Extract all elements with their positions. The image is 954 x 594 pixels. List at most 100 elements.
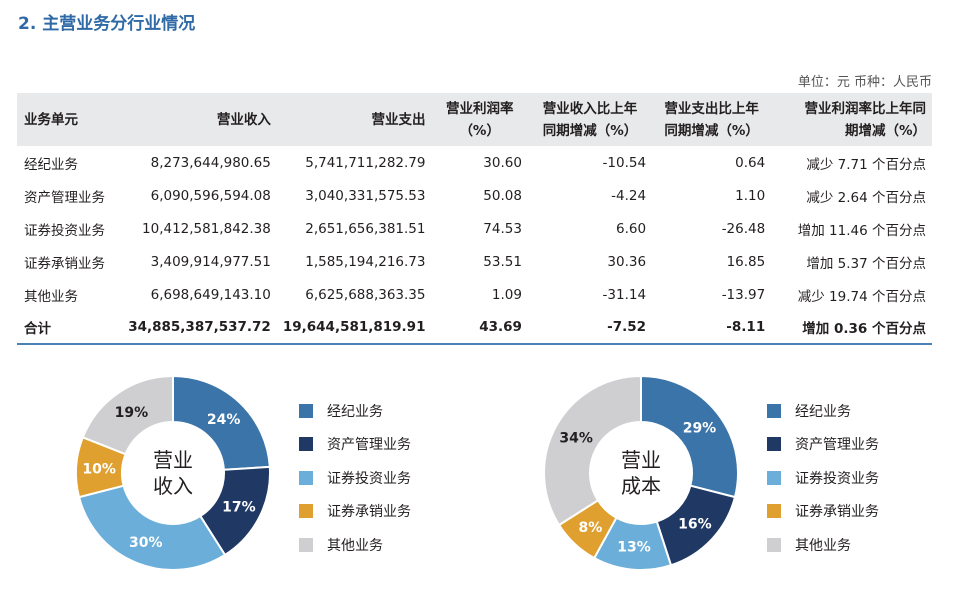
legend-label: 证券承销业务 [327, 504, 411, 521]
cell-revenue-yoy: -31.14 [602, 286, 647, 303]
cell-revenue-yoy: -10.54 [602, 154, 647, 171]
slice-5 [543, 374, 642, 527]
center-label: 营业 [621, 448, 661, 472]
cell-business-unit: 证券承销业务 [24, 255, 105, 272]
legend-item: 证券投资业务 [299, 461, 411, 495]
slice-label: 30% [129, 535, 163, 551]
cell-expense-yoy: -8.11 [652, 311, 772, 345]
header-revenue: 营业收入 [216, 111, 271, 128]
slice-label: 29% [683, 421, 717, 437]
legend-swatch [767, 470, 781, 485]
slice-label: 16% [678, 517, 712, 533]
legend-item: 证券承销业务 [767, 495, 879, 529]
slice-label: 17% [222, 500, 256, 516]
cell-expense-yoy: 16.85 [726, 253, 766, 270]
cell-expense: 19,644,581,819.91 [276, 311, 432, 345]
slice-label: 19% [115, 405, 149, 421]
table-header-row: 业务单元 营业收入 营业支出 营业利润率 （%） 营业收入比上年 同期增减（%） 营业支出比上… [17, 93, 932, 146]
legend-swatch [299, 437, 313, 452]
section-title: 2. 主营业务分行业情况 [18, 14, 196, 34]
slice-3 [77, 484, 227, 571]
cell-expense-yoy: 0.64 [735, 154, 766, 171]
cell-expense: 5,741,711,282.79 [305, 154, 426, 171]
legend-item: 其他业务 [767, 528, 879, 562]
cell-revenue: 34,885,387,537.72 [121, 311, 277, 345]
cell-margin-yoy: 增加 5.37 个百分点 [806, 255, 926, 272]
cell-expense: 3,040,331,575.53 [305, 187, 426, 204]
cell-expense-yoy: 1.10 [735, 187, 766, 204]
legend-item: 其他业务 [299, 528, 411, 562]
cell-margin-yoy: 减少 2.64 个百分点 [806, 189, 926, 206]
header-expense-yoy: 营业支出比上年 同期增减（%） [664, 100, 759, 139]
cell-profit-margin: 50.08 [483, 187, 522, 204]
legend-item: 经纪业务 [767, 394, 879, 428]
legend-label: 其他业务 [327, 537, 383, 554]
cell-revenue: 8,273,644,980.65 [150, 154, 271, 171]
slice-5 [81, 374, 174, 456]
cell-profit-margin: 53.51 [483, 253, 522, 270]
business-segment-table: 业务单元 营业收入 营业支出 营业利润率 （%） 营业收入比上年 同期增减（%） 营业支出比上… [17, 93, 932, 345]
slice-label: 24% [207, 412, 241, 428]
slice-label: 34% [559, 430, 593, 446]
cell-margin-yoy: 增加 11.46 个百分点 [797, 222, 926, 239]
cell-revenue: 6,698,649,143.10 [150, 286, 271, 303]
legend-label: 证券承销业务 [795, 504, 879, 521]
header-profit-margin: 营业利润率 （%） [445, 100, 514, 139]
legend-label: 经纪业务 [327, 403, 383, 420]
cell-profit-margin: 74.53 [483, 220, 522, 237]
legend-item: 资产管理业务 [767, 428, 879, 462]
legend-item: 经纪业务 [299, 394, 411, 428]
table-row: 证券投资业务 10,412,581,842.38 2,651,656,381.51 7… [17, 212, 932, 245]
cell-business-unit: 其他业务 [24, 288, 78, 305]
revenue-donut-chart: 24% 17% 30% 10% 19% 营业收入 [75, 374, 271, 571]
legend-swatch [767, 537, 781, 552]
slice-label: 10% [82, 461, 116, 477]
legend-label: 证券投资业务 [795, 470, 879, 487]
table-total-row: 合计 34,885,387,537.72 19,644,581,819.91 43.6… [17, 311, 932, 345]
cost-legend: 经纪业务资产管理业务 证券投资业务 证券承销业务其他业务 [767, 394, 879, 562]
center-label: 营业 [153, 448, 193, 472]
slice-label: 8% [578, 520, 602, 536]
cell-expense: 2,651,656,381.51 [305, 220, 426, 237]
center-label: 成本 [621, 474, 661, 498]
cell-revenue: 3,409,914,977.51 [150, 253, 271, 270]
table-row: 其他业务 6,698,649,143.10 6,625,688,363.35 1.09… [17, 278, 932, 311]
header-revenue-yoy: 营业收入比上年 同期增减（%） [542, 100, 638, 139]
table-row: 证券承销业务 3,409,914,977.51 1,585,194,216.73 53… [17, 245, 932, 278]
cell-business-unit: 经纪业务 [24, 156, 78, 173]
slice-1 [172, 374, 271, 471]
cell-business-unit: 合计 [17, 311, 122, 345]
legend-label: 证券投资业务 [327, 470, 411, 487]
cell-business-unit: 资产管理业务 [24, 189, 105, 206]
legend-swatch [299, 403, 313, 418]
legend-label: 经纪业务 [795, 403, 851, 420]
cell-revenue: 10,412,581,842.38 [142, 220, 271, 237]
cell-profit-margin: 43.69 [431, 311, 528, 345]
cell-revenue-yoy: 6.60 [615, 220, 647, 237]
legend-label: 资产管理业务 [795, 437, 879, 454]
legend-swatch [767, 403, 781, 418]
cell-expense-yoy: -13.97 [721, 286, 766, 303]
cell-revenue-yoy: 30.36 [607, 253, 647, 270]
slice-label: 13% [617, 540, 651, 556]
legend-item: 证券承销业务 [299, 495, 411, 529]
cell-margin-yoy: 增加 0.36 个百分点 [771, 311, 932, 345]
cell-revenue-yoy: -4.24 [611, 187, 647, 204]
cell-expense: 6,625,688,363.35 [305, 286, 426, 303]
header-expense: 营业支出 [371, 111, 426, 128]
table-row: 资产管理业务 6,090,596,594.08 3,040,331,575.53 50… [17, 179, 932, 212]
cell-revenue: 6,090,596,594.08 [150, 187, 271, 204]
cell-profit-margin: 30.60 [483, 154, 522, 171]
legend-swatch [299, 470, 313, 485]
header-margin-yoy: 营业利润率比上年同 期增减（%） [804, 100, 927, 139]
legend-label: 资产管理业务 [327, 437, 411, 454]
table-row: 经纪业务 8,273,644,980.65 5,741,711,282.79 30.6… [17, 146, 932, 179]
cell-expense: 1,585,194,216.73 [305, 253, 426, 270]
legend-swatch [767, 504, 781, 519]
revenue-legend: 经纪业务资产管理业务 证券投资业务 证券承销业务 其他业务 [299, 394, 411, 562]
legend-item: 资产管理业务 [299, 428, 411, 462]
cell-revenue-yoy: -7.52 [527, 311, 653, 345]
header-business-unit: 业务单元 [24, 111, 78, 128]
center-label: 收入 [153, 474, 193, 498]
